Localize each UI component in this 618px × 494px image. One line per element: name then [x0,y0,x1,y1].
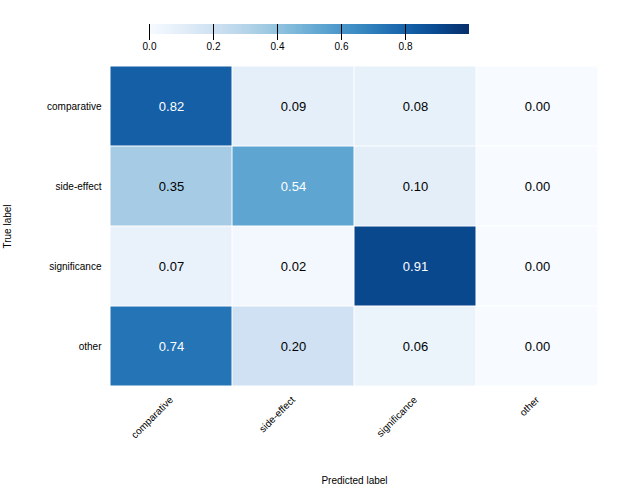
svg-text:0.09: 0.09 [281,99,306,114]
svg-text:other: other [517,394,541,418]
svg-text:0.82: 0.82 [159,99,184,114]
svg-text:0.91: 0.91 [403,259,428,274]
svg-text:0.8: 0.8 [399,41,413,52]
svg-text:0.00: 0.00 [525,99,550,114]
svg-text:0.54: 0.54 [281,179,306,194]
svg-text:0.20: 0.20 [281,339,306,354]
svg-text:0.6: 0.6 [335,41,349,52]
svg-text:side-effect: side-effect [56,181,102,192]
svg-text:0.00: 0.00 [525,179,550,194]
svg-text:other: other [79,341,102,352]
svg-text:0.00: 0.00 [525,259,550,274]
svg-text:0.00: 0.00 [525,339,550,354]
svg-text:0.0: 0.0 [143,41,157,52]
svg-text:significance: significance [49,261,102,272]
svg-text:Predicted label: Predicted label [321,475,387,486]
svg-text:side-effect: side-effect [257,394,297,434]
svg-text:0.10: 0.10 [403,179,428,194]
svg-text:0.02: 0.02 [281,259,306,274]
svg-text:significance: significance [374,394,419,439]
svg-text:0.08: 0.08 [403,99,428,114]
svg-text:comparative: comparative [47,101,102,112]
svg-text:0.07: 0.07 [159,259,184,274]
svg-text:comparative: comparative [129,394,176,441]
svg-text:0.74: 0.74 [159,339,184,354]
svg-text:0.4: 0.4 [271,41,285,52]
svg-text:0.2: 0.2 [207,41,221,52]
svg-text:True label: True label [2,204,13,248]
svg-text:0.06: 0.06 [403,339,428,354]
svg-text:0.35: 0.35 [159,179,184,194]
